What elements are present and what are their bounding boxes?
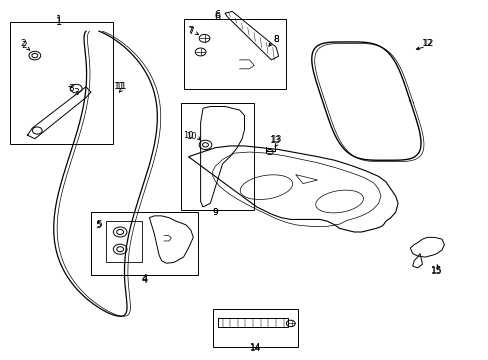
Text: 1: 1 — [56, 17, 62, 27]
Bar — [181, 103, 254, 211]
Bar — [105, 221, 142, 262]
Text: 12: 12 — [422, 39, 434, 48]
Text: 13: 13 — [270, 136, 282, 145]
Bar — [183, 19, 285, 89]
Text: 13: 13 — [271, 135, 283, 144]
Text: 12: 12 — [421, 39, 432, 48]
Text: 6: 6 — [214, 10, 220, 20]
Text: 11: 11 — [116, 82, 127, 91]
Text: 5: 5 — [95, 221, 101, 230]
Text: 8: 8 — [273, 35, 279, 44]
Text: 5: 5 — [96, 220, 102, 229]
Text: 2: 2 — [21, 39, 26, 48]
Text: 9: 9 — [212, 208, 218, 217]
Text: 2: 2 — [21, 41, 27, 50]
Text: 9: 9 — [212, 208, 218, 217]
Text: 15: 15 — [430, 267, 442, 276]
Text: 8: 8 — [273, 35, 279, 44]
Text: 7: 7 — [187, 27, 193, 36]
Text: 3: 3 — [68, 84, 74, 93]
Text: 3: 3 — [73, 87, 79, 96]
Text: 10: 10 — [185, 132, 196, 141]
Text: 7: 7 — [186, 26, 192, 35]
Text: 1: 1 — [56, 15, 62, 26]
Text: 4: 4 — [141, 275, 147, 285]
Text: 10: 10 — [183, 131, 193, 140]
Text: 4: 4 — [141, 274, 147, 284]
Text: 15: 15 — [430, 266, 442, 275]
Text: 6: 6 — [214, 12, 220, 22]
Text: 14: 14 — [249, 343, 261, 352]
Text: 14: 14 — [249, 344, 261, 353]
Bar — [91, 212, 198, 275]
Bar — [212, 309, 298, 347]
Text: 11: 11 — [114, 82, 125, 91]
Bar — [10, 22, 113, 144]
